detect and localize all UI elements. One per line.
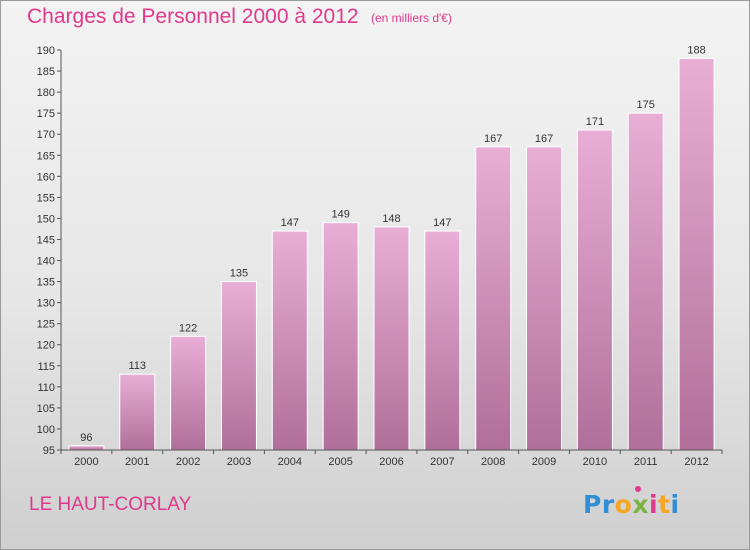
y-tick-label: 180 [37,87,55,99]
data-label-2011: 175 [637,99,655,111]
bar-2007 [424,230,461,451]
y-tick-label: 100 [37,424,55,436]
data-label-2006: 148 [382,213,400,225]
y-tick-label: 115 [37,361,55,373]
logo-letter: x [632,486,649,519]
x-tick-label: 2010 [583,456,607,468]
bar-2011 [627,112,664,451]
x-tick-label: 2011 [634,456,658,468]
y-tick-label: 130 [37,298,55,310]
place-name: LE HAUT-CORLAY [29,494,192,515]
x-tick-label: 2007 [430,456,454,468]
data-label-2004: 147 [281,217,299,229]
logo-letter: o [614,490,633,519]
bar-2009 [526,146,563,451]
x-tick-label: 2009 [532,456,556,468]
logo-letter: i [670,490,680,519]
data-label-2001: 113 [128,360,146,372]
y-tick-label: 160 [37,171,55,183]
y-tick-label: 110 [37,382,55,394]
chart-title: Charges de Personnel 2000 à 2012 [27,5,359,28]
x-tick-label: 2003 [227,456,251,468]
y-tick-label: 125 [37,319,55,331]
data-label-2008: 167 [484,133,502,145]
data-label-2000: 96 [80,432,92,444]
y-tick-label: 175 [37,108,55,120]
bar-2010 [576,129,613,451]
y-tick-label: 190 [37,45,55,57]
x-tick-label: 2002 [176,456,200,468]
y-tick-label: 145 [37,234,55,246]
data-label-2012: 188 [687,44,705,56]
y-tick-label: 170 [37,129,55,141]
x-tick-label: 2001 [125,456,149,468]
x-tick-label: 2012 [684,456,708,468]
y-tick-label: 185 [37,66,55,78]
bar-2000 [68,445,105,451]
x-tick-label: 2004 [278,456,302,468]
proxiti-logo: Proxiti [583,486,680,519]
logo-letter: r [601,490,615,519]
bar-2008 [475,146,512,451]
bars-group: 96 113 122 135 147 149 148 147 167 167 171 175 188 [68,44,715,451]
data-label-2002: 122 [179,322,197,334]
data-label-2009: 167 [535,133,553,145]
y-tick-label: 120 [37,340,55,352]
y-tick-label: 165 [37,150,55,162]
bar-2004 [271,230,308,451]
x-tick-label: 2000 [74,456,98,468]
y-tick-label: 150 [37,213,55,225]
bar-2003 [220,281,257,451]
x-tick-label: 2008 [481,456,505,468]
y-tick-label: 95 [43,445,55,457]
data-label-2003: 135 [230,268,248,280]
bar-2006 [373,226,410,451]
data-label-2010: 171 [586,116,604,128]
bar-2001 [119,373,156,451]
chart-subtitle: (en milliers d'€) [371,11,452,25]
bar-2012 [678,57,715,451]
x-tick-label: 2006 [379,456,403,468]
y-tick-label: 155 [37,192,55,204]
axes-group: 95 100 105 110 115 120 125 130 135 140 145 150 155 16… [37,45,723,468]
bar-2005 [322,222,359,451]
y-tick-label: 140 [37,256,55,268]
y-tick-label: 135 [37,277,55,289]
y-tick-label: 105 [37,403,55,415]
data-label-2007: 147 [433,217,451,229]
bar-2002 [170,335,207,451]
logo-letter: t [658,490,671,519]
logo-letter: i [649,490,659,519]
logo-letter: P [583,490,602,519]
data-label-2005: 149 [331,209,349,221]
x-tick-label: 2005 [328,456,352,468]
